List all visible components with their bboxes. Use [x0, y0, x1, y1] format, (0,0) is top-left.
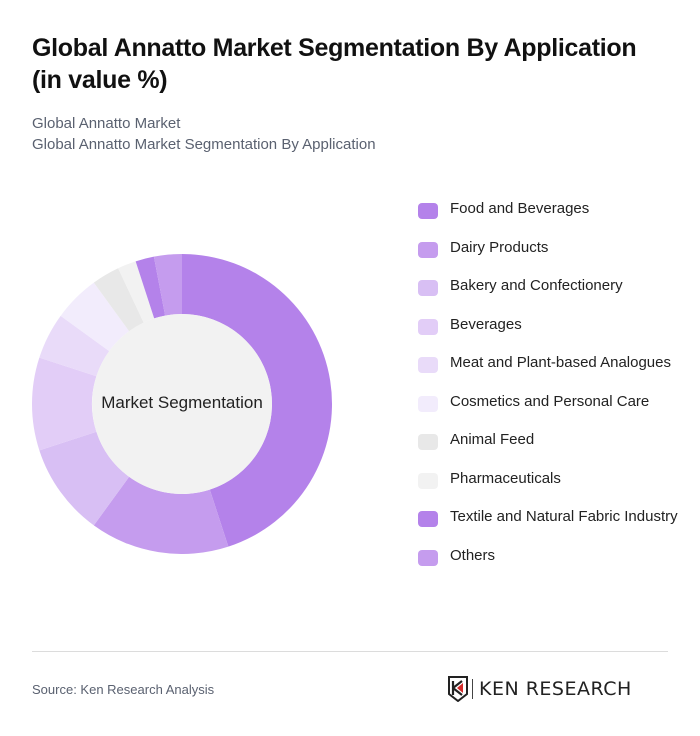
subtitle-market: Global Annatto Market — [32, 115, 181, 132]
chart-legend: Food and Beverages Dairy Products Bakery a… — [418, 198, 678, 583]
legend-swatch-icon — [418, 357, 438, 373]
legend-item[interactable]: Textile and Natural Fabric Industry — [418, 506, 678, 528]
legend-label: Animal Feed — [450, 431, 535, 448]
legend-swatch-icon — [418, 395, 438, 412]
source-text: Source: Ken Research Analysis — [32, 682, 215, 697]
legend-item[interactable]: Cosmetics and Personal Care — [418, 391, 678, 413]
legend-item[interactable]: Others — [418, 545, 678, 567]
donut-chart — [32, 254, 332, 554]
legend-item[interactable]: Dairy Products — [418, 237, 678, 259]
legend-item[interactable]: Meat and Plant-based Analogues — [418, 352, 678, 374]
legend-swatch-icon — [418, 318, 438, 335]
legend-item[interactable]: Food and Beverages — [418, 198, 678, 220]
logo-text: KEN RESEARCH — [479, 678, 632, 700]
subtitle-segmentation: Global Annatto Market Segmentation By Ap… — [32, 136, 376, 153]
legend-swatch-icon — [418, 280, 438, 296]
legend-label: Beverages — [450, 315, 522, 333]
footer-divider — [32, 651, 668, 652]
legend-swatch-icon — [418, 549, 438, 566]
legend-label: Cosmetics and Personal Care — [450, 392, 650, 410]
donut-slice[interactable] — [135, 256, 166, 319]
legend-label: Pharmaceuticals — [450, 469, 561, 487]
chart-subtitle: Global Annatto Market Global Annatto Mar… — [32, 113, 376, 155]
legend-label: Textile and Natural Fabric Industry — [450, 508, 678, 525]
donut-hole — [92, 314, 272, 494]
ken-research-logo: KEN RESEARCH — [448, 675, 632, 703]
donut-slice[interactable] — [93, 476, 229, 554]
donut-center-label: Market Segmentation — [101, 393, 263, 412]
legend-swatch-icon — [418, 472, 438, 489]
donut-slice[interactable] — [182, 254, 332, 547]
legend-swatch-icon — [418, 434, 438, 450]
legend-label: Bakery and Confectionery — [450, 277, 623, 294]
legend-item[interactable]: Animal Feed — [418, 429, 678, 451]
legend-item[interactable]: Pharmaceuticals — [418, 468, 678, 490]
legend-swatch-icon — [418, 203, 438, 219]
legend-label: Others — [450, 546, 496, 564]
legend-label: Food and Beverages — [450, 200, 590, 217]
donut-slice[interactable] — [93, 268, 144, 332]
legend-label: Dairy Products — [450, 238, 549, 256]
donut-slice[interactable] — [153, 254, 182, 316]
donut-slice[interactable] — [32, 357, 97, 451]
legend-swatch-icon — [418, 511, 438, 527]
donut-slice[interactable] — [39, 315, 110, 377]
legend-item[interactable]: Beverages — [418, 314, 678, 336]
legend-item[interactable]: Bakery and Confectionery — [418, 275, 678, 297]
donut-slice[interactable] — [60, 282, 130, 352]
donut-slice[interactable] — [118, 261, 155, 323]
legend-label: Meat and Plant-based Analogues — [450, 354, 671, 371]
donut-slice[interactable] — [39, 431, 130, 526]
chart-title: Global Annatto Market Segmentation By Ap… — [32, 34, 637, 94]
ken-shield-icon — [448, 676, 468, 702]
legend-swatch-icon — [418, 241, 438, 258]
logo-divider — [472, 679, 473, 699]
